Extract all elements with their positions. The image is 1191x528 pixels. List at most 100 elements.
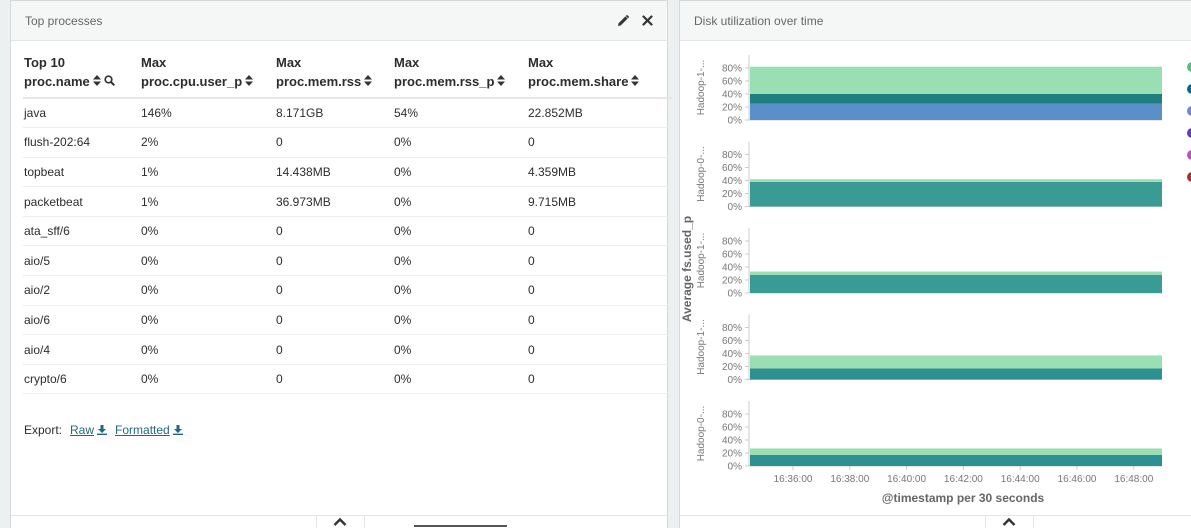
y-tick-label: 80% [722,410,742,421]
sort-icon[interactable] [364,72,373,91]
column-header-proc-name[interactable]: Top 10 proc.name [23,53,141,99]
y-tick-label: 80% [722,64,742,75]
column-header-cpu-user-p[interactable]: Max proc.cpu.user_p [141,53,276,99]
cell-mem-rss-p: 0% [394,216,528,247]
panel-footer-divider [11,515,667,516]
cell-proc-name: topbeat [23,157,141,188]
y-tick-label: 60% [722,423,742,434]
pagination-bar[interactable] [414,525,507,527]
sort-icon[interactable] [92,72,101,91]
cell-mem-rss: 0 [276,305,394,336]
export-formatted-link[interactable]: Formatted [115,423,183,437]
cell-cpu-user-p: 0% [141,275,276,306]
x-tick-label: 16:46:00 [1058,474,1097,485]
y-tick-label: 0% [728,289,743,300]
disk-utilization-panel: Disk utilization over time Average fs.us… [679,0,1191,528]
cell-cpu-user-p: 2% [141,127,276,158]
cell-mem-rss-p: 0% [394,127,528,158]
cell-cpu-user-p: 0% [141,216,276,247]
y-tick-label: 60% [722,77,742,88]
cell-mem-share: 0 [528,364,672,395]
cell-mem-rss: 0 [276,275,394,306]
y-tick-label: 20% [722,449,742,460]
y-tick-label: 20% [722,103,742,114]
y-tick-label: 40% [722,436,742,447]
y-tick-label: 40% [722,349,742,360]
column-header-mem-rss[interactable]: Max proc.mem.rss [276,53,394,99]
cell-proc-name: aio/2 [23,275,141,306]
column-header-mem-share[interactable]: Max proc.mem.share [528,53,672,99]
panel-footer-divider [680,515,1191,516]
table-body: java 146% 8.171GB 54% 22.852MB flush-202:64 2… [23,98,672,395]
legend-item[interactable] [1187,62,1191,72]
collapse-toggle[interactable] [985,517,1033,528]
sort-icon[interactable] [245,72,254,91]
cell-mem-share: 0 [528,275,672,306]
area-layer [750,271,1162,275]
download-icon [172,425,183,435]
footer-separator [985,515,986,528]
table-row: java 146% 8.171GB 54% 22.852MB [23,98,672,129]
table-row: crypto/6 0% 0 0% 0 [23,364,672,395]
cell-mem-share: 0 [528,334,672,365]
search-icon[interactable] [104,72,115,91]
cell-cpu-user-p: 0% [141,334,276,365]
cell-cpu-user-p: 1% [141,157,276,188]
collapse-toggle[interactable] [316,517,364,528]
legend-item[interactable] [1187,106,1191,116]
table-row: aio/2 0% 0 0% 0 [23,275,672,306]
chevron-up-icon [333,517,347,526]
cell-mem-rss-p: 0% [394,186,528,217]
chart-facet: 80% 60% 40% 20% 0% Hadoop-1-... [696,228,1162,300]
chevron-up-icon [1002,517,1016,526]
cell-mem-rss: 0 [276,127,394,158]
chart-facet: 80% 60% 40% 20% 0% Hadoop-0-... [696,141,1162,213]
chart-facet: 80% 60% 40% 20% 0% Hadoop-1-... [696,55,1162,127]
sort-icon[interactable] [497,72,506,91]
panel-header: Top processes [11,1,667,41]
column-header-mem-rss-p[interactable]: Max proc.mem.rss_p [394,53,528,99]
panel-header: Disk utilization over time [680,1,1191,41]
top-processes-panel: Top processes Top 10 proc.name [10,0,672,528]
y-tick-label: 0% [728,116,743,127]
footer-separator [1033,515,1034,528]
footer-separator [316,515,317,528]
legend-item[interactable] [1187,150,1191,160]
y-tick-label: 80% [722,323,742,334]
close-icon[interactable] [641,15,653,27]
cell-mem-rss: 8.171GB [276,98,394,129]
panel-title: Disk utilization over time [694,13,824,28]
export-raw-link[interactable]: Raw [70,423,108,437]
pencil-icon[interactable] [617,14,629,27]
cell-mem-share: 22.852MB [528,98,672,129]
table-header-row: Top 10 proc.name Max proc.cpu.user_p Max… [23,53,672,99]
facet-label: Hadoop-1-... [696,233,707,289]
table-row: aio/4 0% 0 0% 0 [23,334,672,365]
cell-mem-rss-p: 0% [394,245,528,277]
sort-icon[interactable] [631,72,640,91]
y-tick-label: 60% [722,250,742,261]
y-tick-label: 40% [722,263,742,274]
legend-item[interactable] [1187,84,1191,94]
cell-mem-rss: 0 [276,364,394,395]
legend-item[interactable] [1187,128,1191,138]
y-tick-label: 40% [722,90,742,101]
cell-mem-rss: 0 [276,245,394,277]
legend-item[interactable] [1187,172,1191,182]
x-axis-label: @timestamp per 30 seconds [882,491,1045,505]
area-layer [750,448,1162,455]
panel-title: Top processes [25,13,103,28]
facet-label: Hadoop-0-... [696,406,707,462]
area-layer [750,355,1162,369]
x-tick-label: 16:48:00 [1114,474,1153,485]
cell-mem-share: 0 [528,305,672,336]
cell-mem-rss: 0 [276,216,394,247]
y-tick-label: 20% [722,189,742,200]
cell-mem-rss: 36.973MB [276,186,394,217]
y-tick-label: 80% [722,237,742,248]
facet-label: Hadoop-0-... [696,146,707,202]
table-row: topbeat 1% 14.438MB 0% 4.359MB [23,157,672,188]
y-tick-label: 20% [722,276,742,287]
chart-facet: 80% 60% 40% 20% 0% Hadoop-0-... [696,401,1162,473]
area-layer [750,66,1162,94]
